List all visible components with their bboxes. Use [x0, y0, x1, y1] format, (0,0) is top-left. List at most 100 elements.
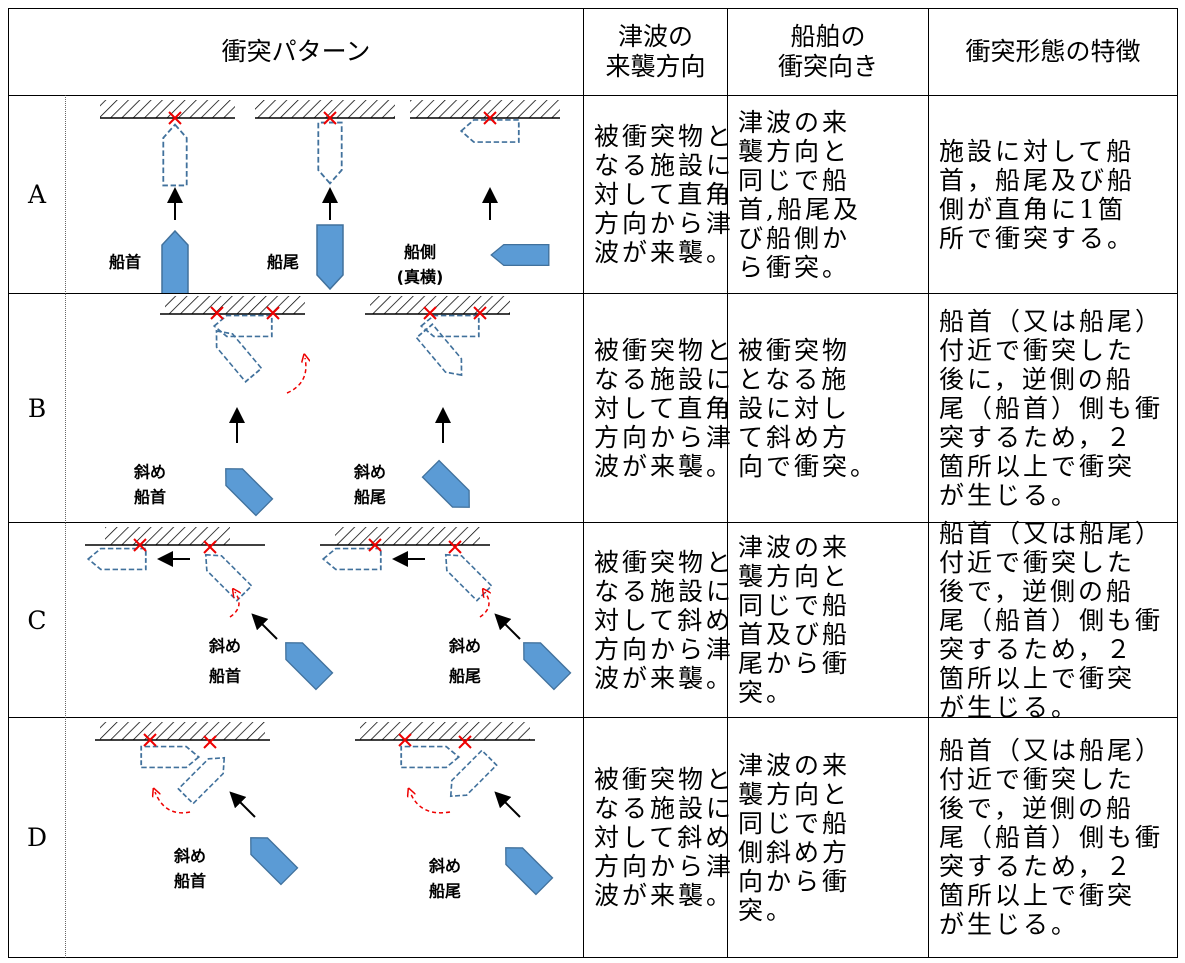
feature-line: 箇所以上で衝突: [939, 881, 1136, 910]
direction-line: なる施設に: [594, 794, 735, 823]
ship-label: (真横): [397, 268, 444, 287]
header-text: 衝突形態の特徴: [965, 37, 1141, 66]
direction-line: 波が来襲。: [594, 663, 735, 693]
orientation-line: 襲方向と: [738, 136, 851, 166]
orientation-line: 首,船尾及: [738, 194, 861, 224]
feature-line: 突するため，２: [939, 634, 1134, 664]
ship-label: 船尾: [449, 667, 481, 686]
direction-line: 被衝突物と: [594, 335, 735, 365]
orientation-line: ら衝突。: [738, 252, 851, 282]
direction-line: なる施設に: [594, 576, 735, 606]
diagram-b: 斜め 船首 斜め 船尾: [133, 296, 510, 517]
direction-line: なる施設に: [594, 151, 735, 180]
diagram-a: 船首 船尾 船側 (真横): [100, 100, 560, 293]
feature-cell: 船首（又は船尾） 付近で衝突した 後に，逆側の船 尾（船首）側も衝 突するため，２ 箇所以…: [928, 293, 1178, 523]
row-label: D: [8, 717, 66, 958]
feature-line: 付近で衝突した: [939, 547, 1136, 577]
diagram-c: 斜め 船首 斜め 船尾: [85, 527, 572, 691]
ship-label: 船尾: [354, 488, 386, 507]
ship-label: 船側: [404, 243, 436, 262]
ship-label: 船尾: [267, 253, 299, 272]
ship-label: 斜め: [208, 637, 241, 656]
orientation-line: 首及び船: [738, 620, 851, 649]
orientation-line: び船側か: [738, 223, 851, 253]
orientation-line: 側斜め方: [738, 837, 851, 867]
row-label: B: [8, 293, 66, 523]
direction-cell: 被衝突物と なる施設に 対して斜め 方向から津 波が来襲。: [583, 522, 735, 718]
orientation-line: 向から衝: [738, 866, 851, 896]
feature-line: 後で，逆側の船: [939, 576, 1135, 606]
direction-line: 波が来襲。: [594, 238, 735, 267]
orientation-line: 襲方向と: [738, 562, 851, 591]
ship-label: 船首: [109, 253, 141, 272]
feature-cell: 船首（又は船尾） 付近で衝突した 後で，逆側の船 尾（船首）側も衝 突するため，２ 箇所以…: [928, 717, 1178, 958]
ship-label: 船首: [134, 488, 166, 507]
orientation-cell: 津波の来 襲方向と 同じで船 首,船尾及 び船側か ら衝突。: [727, 95, 929, 294]
orientation-line: 津波の来: [738, 750, 851, 780]
direction-cell: 被衝突物と なる施設に 対して直角 方向から津 波が来襲。: [583, 293, 735, 523]
ship-label: 斜め: [428, 857, 461, 876]
feature-line: が生じる。: [939, 692, 1080, 722]
orientation-line: 突。: [738, 678, 795, 707]
orientation-line: 同じで船: [738, 808, 851, 838]
orientation-line: 津波の来: [738, 533, 851, 562]
header-text: 衝突パターン: [221, 37, 371, 66]
direction-line: 波が来襲。: [594, 881, 735, 910]
direction-line: 対して直角: [594, 180, 734, 209]
feature-line: 船首（又は船尾）: [939, 736, 1164, 765]
feature-line: 施設に対して船: [939, 136, 1135, 166]
feature-line: 船首（又は船尾）: [939, 306, 1164, 336]
header-feature: 衝突形態の特徴: [928, 8, 1178, 96]
direction-line: 方向から津: [594, 852, 735, 881]
direction-line: 対して斜め: [594, 605, 734, 635]
direction-line: 方向から津: [594, 634, 735, 664]
feature-line: 尾（船首）側も衝: [939, 393, 1164, 423]
direction-line: 方向から津: [594, 209, 735, 238]
direction-cell: 被衝突物と なる施設に 対して斜め 方向から津 波が来襲。: [583, 717, 735, 958]
header-text: 衝突向き: [777, 52, 878, 81]
direction-line: 被衝突物と: [594, 765, 735, 794]
header-direction: 津波の 来襲方向: [583, 8, 728, 96]
orientation-cell: 津波の来 襲方向と 同じで船 首及び船 尾から衝 突。: [727, 522, 929, 718]
row-label: A: [8, 95, 66, 294]
header-text: 船舶の: [790, 22, 866, 51]
feature-line: 箇所以上で衝突: [939, 451, 1136, 481]
direction-line: 対して直角: [594, 393, 734, 423]
feature-line: 後で，逆側の船: [939, 794, 1135, 823]
header-text: 来襲方向: [605, 52, 706, 81]
ship-label: 斜め: [173, 847, 206, 866]
orientation-line: となる施: [738, 364, 850, 394]
direction-line: なる施設に: [594, 364, 735, 394]
ship-label: 船首: [174, 872, 206, 891]
feature-line: が生じる。: [939, 480, 1080, 510]
diagram-d: 斜め 船首 斜め 船尾: [95, 722, 554, 901]
feature-line: 突するため，２: [939, 422, 1134, 452]
ship-label: 船首: [209, 667, 241, 686]
feature-line: 首，船尾及び船: [939, 165, 1136, 195]
direction-line: 被衝突物と: [594, 547, 735, 577]
orientation-line: 向で衝突。: [738, 451, 879, 481]
ship-label: 斜め: [448, 637, 481, 656]
direction-line: 波が来襲。: [594, 451, 735, 481]
direction-cell: 被衝突物と なる施設に 対して直角 方向から津 波が来襲。: [583, 95, 735, 294]
orientation-line: 尾から衝: [738, 649, 851, 678]
orientation-line: て斜め方: [738, 422, 851, 452]
ship-label: 船尾: [429, 882, 461, 901]
feature-line: 船首（又は船尾）: [939, 518, 1164, 548]
direction-line: 対して斜め: [594, 823, 734, 852]
feature-line: 箇所以上で衝突: [939, 663, 1136, 693]
orientation-line: 突。: [738, 895, 795, 925]
feature-line: 後に，逆側の船: [939, 364, 1134, 394]
orientation-line: 被衝突物: [738, 335, 851, 365]
orientation-cell: 津波の来 襲方向と 同じで船 側斜め方 向から衝 突。: [727, 717, 929, 958]
orientation-cell: 被衝突物 となる施 設に対し て斜め方 向で衝突。: [727, 293, 929, 523]
header-pattern: 衝突パターン: [8, 8, 584, 96]
direction-line: 方向から津: [594, 422, 735, 452]
feature-line: 突するため，２: [939, 852, 1134, 881]
feature-line: 付近で衝突した: [939, 765, 1136, 794]
header-orientation: 船舶の 衝突向き: [727, 8, 929, 96]
feature-line: 付近で衝突した: [939, 335, 1136, 365]
orientation-line: 同じで船: [738, 591, 851, 620]
feature-line: 所で衝突する。: [939, 223, 1136, 253]
row-label: C: [8, 522, 66, 718]
